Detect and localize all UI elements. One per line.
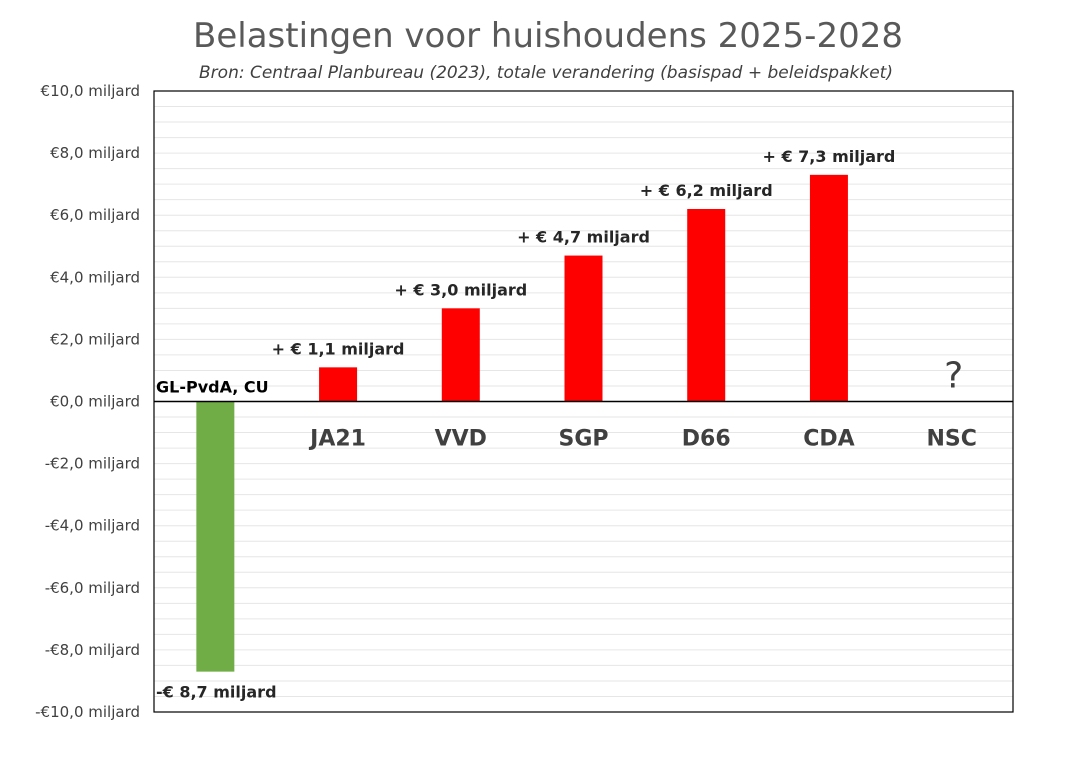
y-tick-label: -€6,0 miljard [45, 579, 140, 597]
data-label: + € 7,3 miljard [762, 147, 895, 166]
y-tick-label: -€8,0 miljard [45, 641, 140, 659]
y-tick-label: €10,0 miljard [41, 82, 140, 100]
category-label: JA21 [308, 427, 366, 452]
y-tick-label: -€2,0 miljard [45, 455, 140, 473]
y-tick-label: €6,0 miljard [50, 206, 140, 224]
data-label: + € 4,7 miljard [517, 228, 650, 247]
data-label-unknown: ? [944, 356, 963, 397]
y-tick-label: €4,0 miljard [50, 268, 140, 286]
y-tick-label: €0,0 miljard [50, 393, 140, 411]
category-label: SGP [558, 427, 608, 452]
y-tick-label: €2,0 miljard [50, 330, 140, 348]
y-tick-label: -€10,0 miljard [35, 703, 140, 721]
bars [196, 174, 848, 672]
bar [687, 208, 726, 402]
bar [319, 367, 358, 402]
category-label: D66 [682, 427, 731, 452]
y-tick-label: €8,0 miljard [50, 144, 140, 162]
data-labels: -€ 8,7 miljard + € 1,1 miljard + € 3,0 mil… [156, 147, 963, 702]
chart-title: Belastingen voor huishoudens 2025-2028 [193, 16, 903, 56]
category-labels: GL-PvdA, CU JA21 VVD SGP D66 CDA NSC [156, 378, 977, 452]
category-label: CDA [803, 427, 854, 452]
y-axis-ticks: €10,0 miljard €8,0 miljard €6,0 miljard €4,… [35, 82, 140, 721]
data-label: -€ 8,7 miljard [156, 683, 277, 702]
category-label: GL-PvdA, CU [156, 378, 269, 397]
bar [441, 308, 480, 402]
data-label: + € 3,0 miljard [394, 280, 527, 299]
chart-subtitle: Bron: Centraal Planbureau (2023), totale… [199, 63, 893, 83]
category-label: NSC [926, 427, 976, 452]
data-label: + € 1,1 miljard [272, 339, 405, 358]
data-label: + € 6,2 miljard [640, 181, 773, 200]
bar [564, 255, 603, 402]
bar [809, 174, 848, 402]
y-tick-label: -€4,0 miljard [45, 517, 140, 535]
bar [196, 401, 235, 672]
category-label: VVD [435, 427, 487, 452]
